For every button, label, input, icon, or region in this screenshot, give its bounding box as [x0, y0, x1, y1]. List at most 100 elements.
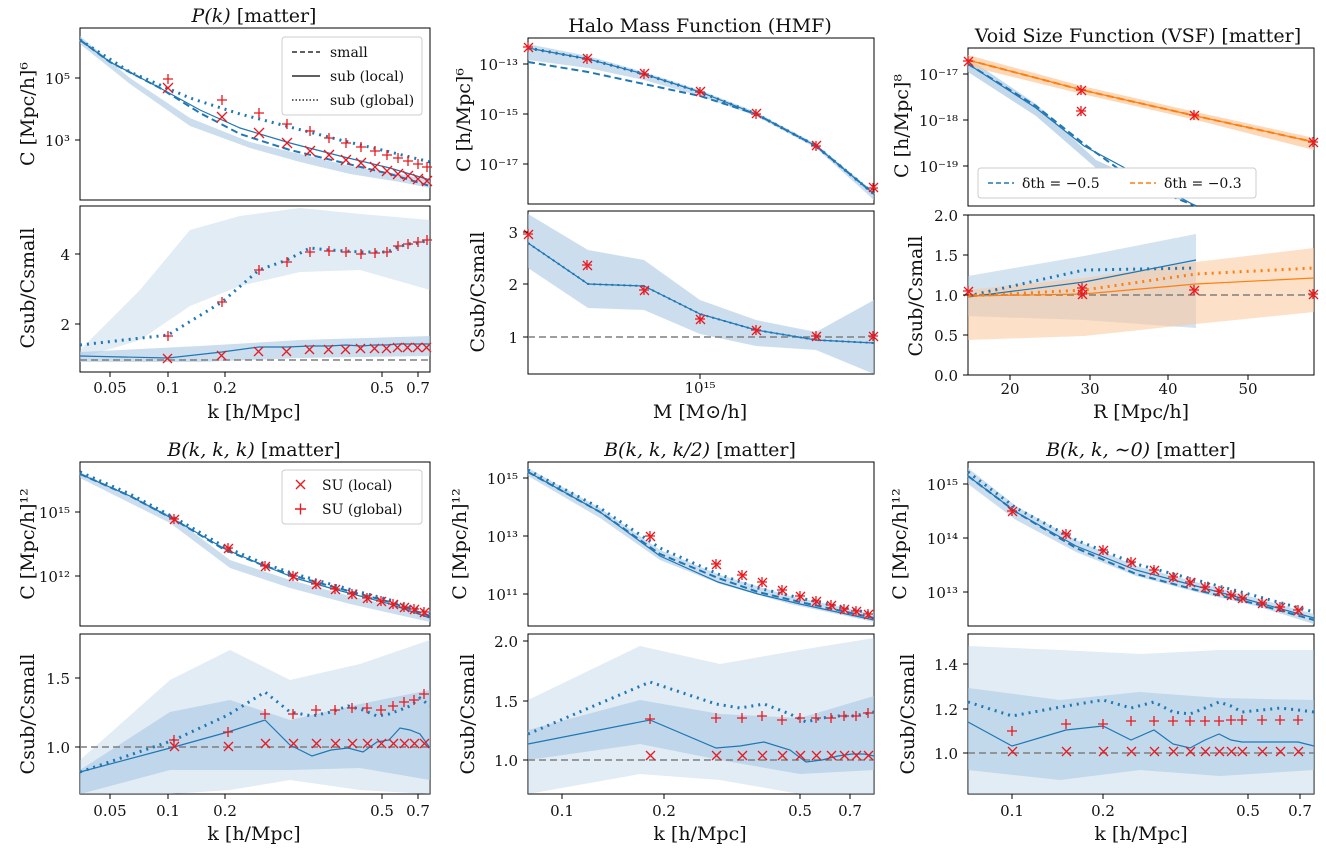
bkkk2-ratio-ytick-3: 1.0 [494, 752, 518, 770]
legend-delta-05: δth = −0.5 [1022, 176, 1100, 192]
hmf-ratio-sub-global [527, 242, 875, 344]
title-bkkk2: B(k, k, k/2) [matter] [603, 439, 796, 461]
legend-delta-03: δth = −0.3 [1164, 176, 1242, 192]
bkk0-ytick-1: 10¹⁵ [927, 476, 958, 494]
vsf-ylabel: C [h/Mpc]⁸ [891, 74, 913, 178]
vsf-ratio-ylabel: Csub/Csmall [905, 236, 927, 357]
legend-delta: δth = −0.5 δth = −0.3 [977, 167, 1257, 199]
bkkk2-ratio-ytick-2: 1.5 [494, 693, 518, 711]
panel-bkk0-ratio: 1.4 1.2 1.0 0.1 0.2 0.5 0.7 Csub/Csmall … [897, 633, 1315, 845]
vsf-ratio-ytick-4: 0.5 [934, 327, 958, 345]
bkk0-ytick-2: 10¹⁴ [927, 530, 958, 548]
pk-sub-local-line [79, 39, 431, 181]
pk-ratio-sub-global [79, 238, 431, 347]
pk-ratio-xtick-3: 0.2 [213, 379, 237, 397]
hmf-ylabel: C [h/Mpc]⁶ [453, 68, 475, 172]
bkk0-ratio-ylabel: Csub/Csmall [897, 654, 919, 775]
bkk0-su-markers [1007, 506, 1304, 616]
bkk0-ratio-xtick-1: 0.1 [1000, 802, 1024, 820]
bkkk-ratio-xtick-5: 0.7 [406, 802, 430, 820]
bkkk2-xlabel: k [h/Mpc] [653, 823, 746, 845]
hmf-ratio-ytick-2: 2 [508, 276, 518, 294]
bkkk2-ytick-3: 10¹¹ [487, 586, 518, 604]
bkkk2-ratio-sub-local [527, 719, 875, 763]
panel-hmf-ratio: 3 2 1 10¹⁵ Csub/Csmall M [M⊙/h] [467, 210, 879, 423]
pk-ratio-su-markers [162, 235, 432, 364]
bkkk2-ratio-band-inner [528, 696, 874, 774]
hmf-ratio-xtick-1: 10¹⁵ [684, 379, 715, 397]
bkkk2-ratio-ytick-1: 2.0 [494, 633, 518, 651]
pk-su-markers [162, 74, 433, 187]
bkkk2-ratio-xtick-2: 0.2 [652, 802, 676, 820]
hmf-xlabel: M [M⊙/h] [653, 401, 747, 423]
bkkk-ratio-ylabel: Csub/Csmall [17, 654, 39, 775]
vsf-ratio-ytick-3: 1.0 [934, 287, 958, 305]
legend-markers: SU (local) SU (global) [281, 469, 423, 525]
hmf-ytick-3: 10⁻¹⁷ [479, 156, 518, 174]
panel-bkkk-top: 10¹⁵ 10¹² C [Mpc/h]¹² SU (local) SU (glo… [17, 461, 431, 627]
vsf-ytick-3: 10⁻¹⁹ [919, 158, 958, 176]
hmf-ytick-2: 10⁻¹⁵ [479, 106, 518, 124]
legend-su-local: SU (local) [322, 478, 392, 494]
panel-bkkk-ratio: 1.5 1.0 0.05 0.1 0.2 0.5 0.7 Csub/Csmall… [17, 633, 431, 845]
hmf-ratio-band [528, 214, 874, 374]
bkk0-ratio-band-inner [968, 688, 1314, 780]
hmf-ratio-ytick-3: 1 [508, 329, 518, 347]
bkkk-ratio-xtick-2: 0.1 [156, 802, 180, 820]
pk-xlabel: k [h/Mpc] [207, 401, 300, 423]
bkk0-ratio-xtick-2: 0.2 [1091, 802, 1115, 820]
vsf-su-markers [963, 56, 1319, 148]
pk-ratio-ytick-2: 2 [60, 316, 70, 334]
vsf-ratio-su-markers [963, 283, 1319, 300]
bkk0-ratio-sub-global [967, 698, 1315, 718]
pk-sub-global-line [79, 38, 431, 164]
panel-hmf-top: 10⁻¹³ 10⁻¹⁵ 10⁻¹⁷ C [h/Mpc]⁶ [453, 37, 879, 205]
pk-ylabel: C [Mpc/h]⁶ [17, 62, 39, 166]
bkkk-sub-local-line [79, 473, 431, 619]
bkk0-ratio-ytick-1: 1.4 [934, 656, 958, 674]
bkkk2-band [528, 468, 874, 622]
bkkk-ratio-xtick-4: 0.5 [370, 802, 394, 820]
vsf-ratio-xtick-2: 30 [1080, 380, 1099, 398]
pk-ytick-2: 10³ [45, 132, 70, 150]
hmf-ratio-ytick-1: 3 [508, 224, 518, 242]
bkkk-xlabel: k [h/Mpc] [207, 823, 300, 845]
bkkk-ratio-ytick-1: 1.5 [46, 670, 70, 688]
pk-ytick-1: 10⁵ [45, 70, 70, 88]
vsf-ratio-ytick-1: 2.0 [934, 207, 958, 225]
bkkk2-ratio-xtick-4: 0.7 [838, 802, 862, 820]
bkkk-ratio-xtick-1: 0.05 [93, 802, 126, 820]
bkkk-ratio-band-inner [80, 690, 430, 794]
pk-ratio-xtick-2: 0.1 [156, 379, 180, 397]
bkkk2-ytick-2: 10¹³ [487, 528, 518, 546]
legend-su-global: SU (global) [322, 502, 402, 518]
title-hmf: Halo Mass Function (HMF) [568, 15, 832, 37]
bkkk-ratio-su-markers [169, 689, 430, 752]
vsf-ratio-03-dotted [967, 266, 1315, 298]
panel-bkkk2-ratio: 2.0 1.5 1.0 0.1 0.2 0.5 0.7 Csub/Csmall … [457, 633, 875, 845]
bkk0-ratio-ytick-2: 1.2 [934, 701, 958, 719]
title-bkkk: B(k, k, k) [matter] [166, 439, 340, 461]
legend-sub-global: sub (global) [330, 93, 414, 109]
legend-small: small [330, 45, 368, 61]
bkkk2-ratio-ylabel: Csub/Csmall [457, 654, 479, 775]
bkkk-ratio-xtick-3: 0.2 [213, 802, 237, 820]
panel-bkk0-top: 10¹⁵ 10¹⁴ 10¹³ C [Mpc/h]¹² [889, 461, 1315, 627]
pk-ratio-band-local [80, 336, 430, 362]
bkk0-xlabel: k [h/Mpc] [1094, 823, 1187, 845]
title-pk: P(k) [matter] [191, 5, 317, 27]
bkk0-ratio-xtick-4: 0.7 [1288, 802, 1312, 820]
bkkk2-ylabel: C [Mpc/h]¹² [449, 488, 471, 600]
title-bkk0: B(k, k, ∼0) [matter] [1045, 439, 1236, 461]
vsf-ratio-xtick-4: 50 [1238, 380, 1257, 398]
vsf-ratio-xtick-1: 20 [1000, 380, 1019, 398]
pk-ratio-band-global [80, 208, 430, 358]
bkkk-ytick-2: 10¹² [39, 568, 70, 586]
legend-sub-local: sub (local) [330, 69, 404, 85]
bkk0-ylabel: C [Mpc/h]¹² [889, 488, 911, 600]
bkkk-band [80, 472, 430, 622]
bkkk2-ytick-1: 10¹⁵ [487, 470, 518, 488]
bkk0-ratio-ytick-3: 1.0 [934, 745, 958, 763]
vsf-ratio-ytick-2: 1.5 [934, 247, 958, 265]
